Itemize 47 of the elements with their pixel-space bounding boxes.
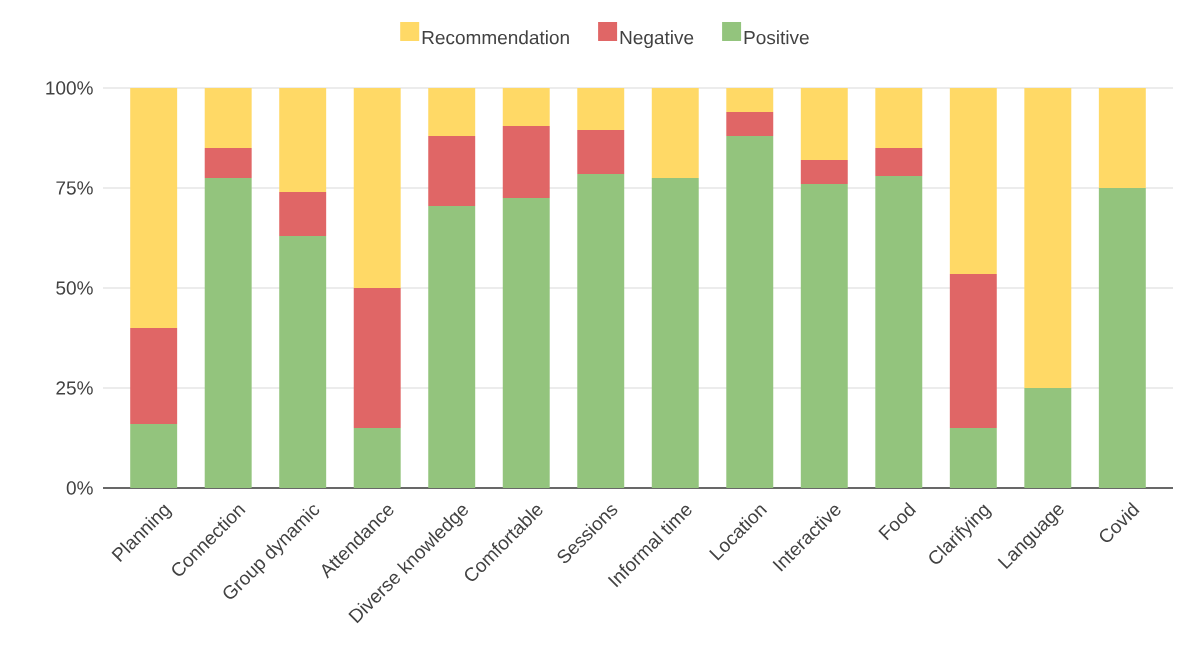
bar xyxy=(875,175,923,488)
bar xyxy=(726,87,774,112)
bar xyxy=(502,125,550,198)
y-tick-label: 0% xyxy=(66,481,93,495)
bar xyxy=(1024,387,1072,488)
bar xyxy=(875,87,923,148)
bar xyxy=(204,177,252,488)
bar xyxy=(577,87,625,130)
bar xyxy=(949,273,997,428)
bar xyxy=(428,135,476,206)
legend-label: Negative xyxy=(620,30,694,49)
y-tick-label: 25% xyxy=(56,381,93,395)
bar xyxy=(949,427,997,488)
bar xyxy=(800,183,848,488)
bar xyxy=(204,87,252,148)
bar xyxy=(279,191,327,236)
y-tick-label: 50% xyxy=(56,281,93,295)
bar xyxy=(800,159,848,184)
bar xyxy=(130,423,178,488)
bar xyxy=(428,205,476,488)
bar xyxy=(949,87,997,274)
bar xyxy=(353,87,401,288)
bar xyxy=(204,147,252,178)
bar xyxy=(875,147,923,176)
y-tick-label: 75% xyxy=(56,181,93,195)
bar xyxy=(130,87,178,328)
bar xyxy=(502,87,550,126)
bar xyxy=(428,87,476,136)
bar xyxy=(800,87,848,160)
bar xyxy=(1098,87,1146,188)
bar xyxy=(502,197,550,488)
bar xyxy=(1098,187,1146,488)
bar xyxy=(353,427,401,488)
legend-label: Positive xyxy=(744,30,809,45)
bar xyxy=(1024,87,1072,388)
legend-label: Recommendation xyxy=(422,30,569,45)
bar xyxy=(130,327,178,424)
bar xyxy=(651,87,699,178)
bar xyxy=(279,235,327,488)
bar xyxy=(726,111,774,136)
bar xyxy=(726,135,774,488)
bar xyxy=(651,177,699,488)
bar xyxy=(353,287,401,428)
y-tick-label: 100% xyxy=(46,81,93,95)
bar xyxy=(577,129,625,174)
bar xyxy=(279,87,327,192)
bar xyxy=(577,173,625,488)
